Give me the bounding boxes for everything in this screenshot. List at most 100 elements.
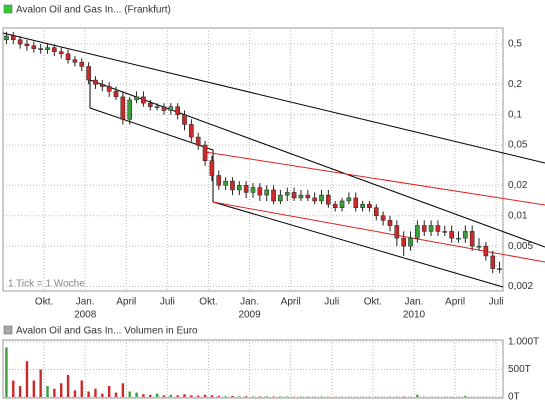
volume-bar xyxy=(101,393,104,397)
candle-body xyxy=(435,225,441,232)
volume-bar xyxy=(155,393,159,397)
candle-body xyxy=(243,185,249,193)
candle-body xyxy=(175,106,180,115)
candle-body xyxy=(380,215,386,221)
x-tick-label: April xyxy=(116,297,136,308)
legend-swatch xyxy=(3,325,13,335)
volume-bar xyxy=(32,380,36,397)
x-tick-label: Jan. xyxy=(76,297,95,308)
candle-body xyxy=(106,86,112,92)
volume-bar xyxy=(60,383,63,397)
trend-line xyxy=(2,32,545,164)
y-tick-label: 500T xyxy=(508,364,531,375)
candle-body xyxy=(161,106,167,111)
candle-body xyxy=(202,144,208,161)
x-tick-label: April xyxy=(445,297,465,308)
candle-body xyxy=(223,180,228,186)
candle-body xyxy=(278,194,283,202)
candle-body xyxy=(298,194,304,199)
y-tick-label: 0,5 xyxy=(508,39,522,50)
candle-body xyxy=(360,203,365,208)
candle-body xyxy=(442,231,448,233)
volume-bar xyxy=(73,390,77,397)
candle-body xyxy=(394,225,400,239)
candle-body xyxy=(10,35,16,41)
volume-bar xyxy=(183,394,186,397)
volume-bar xyxy=(265,396,268,397)
volume-bar xyxy=(25,361,29,397)
plot-frame xyxy=(2,27,504,292)
y-tick-label: 0,005 xyxy=(508,241,533,252)
candle-body xyxy=(209,160,215,176)
candle-body xyxy=(216,175,222,186)
note: 1 Tick = 1 Woche xyxy=(8,279,85,290)
candle-body xyxy=(45,47,50,50)
volume-bar xyxy=(416,394,419,397)
legend-title: Avalon Oil and Gas In... (Frankfurt) xyxy=(16,5,171,16)
volume-bar xyxy=(169,394,173,397)
candle-body xyxy=(332,203,338,208)
candle-body xyxy=(100,83,105,87)
x-tick-label: April xyxy=(281,297,301,308)
y-tick-label: 1.000T xyxy=(508,337,539,348)
x-year-label: 2009 xyxy=(238,310,261,321)
candle-body xyxy=(195,136,201,146)
volume-bar xyxy=(238,396,241,397)
volume-bar xyxy=(197,395,200,397)
trend-line xyxy=(212,201,545,263)
volume-bar xyxy=(94,388,97,397)
candle-body xyxy=(319,194,324,202)
volume-bar xyxy=(39,369,42,397)
candle-body xyxy=(456,237,461,240)
y-tick-label: 0T xyxy=(508,392,520,403)
candle-body xyxy=(31,45,37,49)
y-tick-label: 0,05 xyxy=(508,140,528,151)
volume-bar xyxy=(203,394,207,397)
volume-bar xyxy=(251,396,255,397)
candle-body xyxy=(113,91,119,98)
candle-body xyxy=(147,102,153,107)
x-tick-label: Juli xyxy=(489,297,504,308)
volume-bar xyxy=(12,380,15,397)
candle-body xyxy=(250,187,256,193)
candle-body xyxy=(305,194,311,199)
candle-body xyxy=(490,255,496,269)
candle-body xyxy=(367,203,372,208)
candle-body xyxy=(271,189,276,202)
x-tick-label: Juli xyxy=(324,297,339,308)
volume-bar xyxy=(142,394,145,397)
trend-line xyxy=(204,151,545,206)
volume-bar xyxy=(224,396,227,397)
candle-body xyxy=(154,106,160,108)
candle-body xyxy=(52,47,57,52)
candle-body xyxy=(476,245,482,248)
x-tick-label: Jan. xyxy=(240,297,259,308)
candle-body xyxy=(353,197,359,208)
x-tick-label: Okt. xyxy=(199,297,217,308)
volume-bar xyxy=(176,395,179,397)
volume-bar xyxy=(107,386,111,397)
volume-bar xyxy=(66,375,70,397)
candle-body xyxy=(182,114,187,125)
x-tick-label: Jan. xyxy=(405,297,424,308)
volume-bar xyxy=(18,386,22,397)
x-year-label: 2008 xyxy=(74,310,97,321)
volume-bar xyxy=(210,395,214,397)
candle-body xyxy=(264,189,270,196)
candle-body xyxy=(134,96,139,101)
candle-body xyxy=(58,51,64,55)
candle-body xyxy=(449,231,454,239)
candle-body xyxy=(120,96,126,120)
candle-body xyxy=(497,268,502,270)
candle-body xyxy=(421,225,427,232)
volume-bar xyxy=(286,396,289,397)
legend-title: Avalon Oil and Gas In... Volumen in Euro xyxy=(16,326,198,337)
candle-body xyxy=(373,207,379,216)
candle-body xyxy=(86,66,91,81)
y-tick-label: 0,02 xyxy=(508,180,528,191)
candle-body xyxy=(230,180,235,191)
candle-body xyxy=(408,237,413,247)
volume-bar xyxy=(190,395,193,397)
x-tick-label: Okt. xyxy=(35,297,53,308)
